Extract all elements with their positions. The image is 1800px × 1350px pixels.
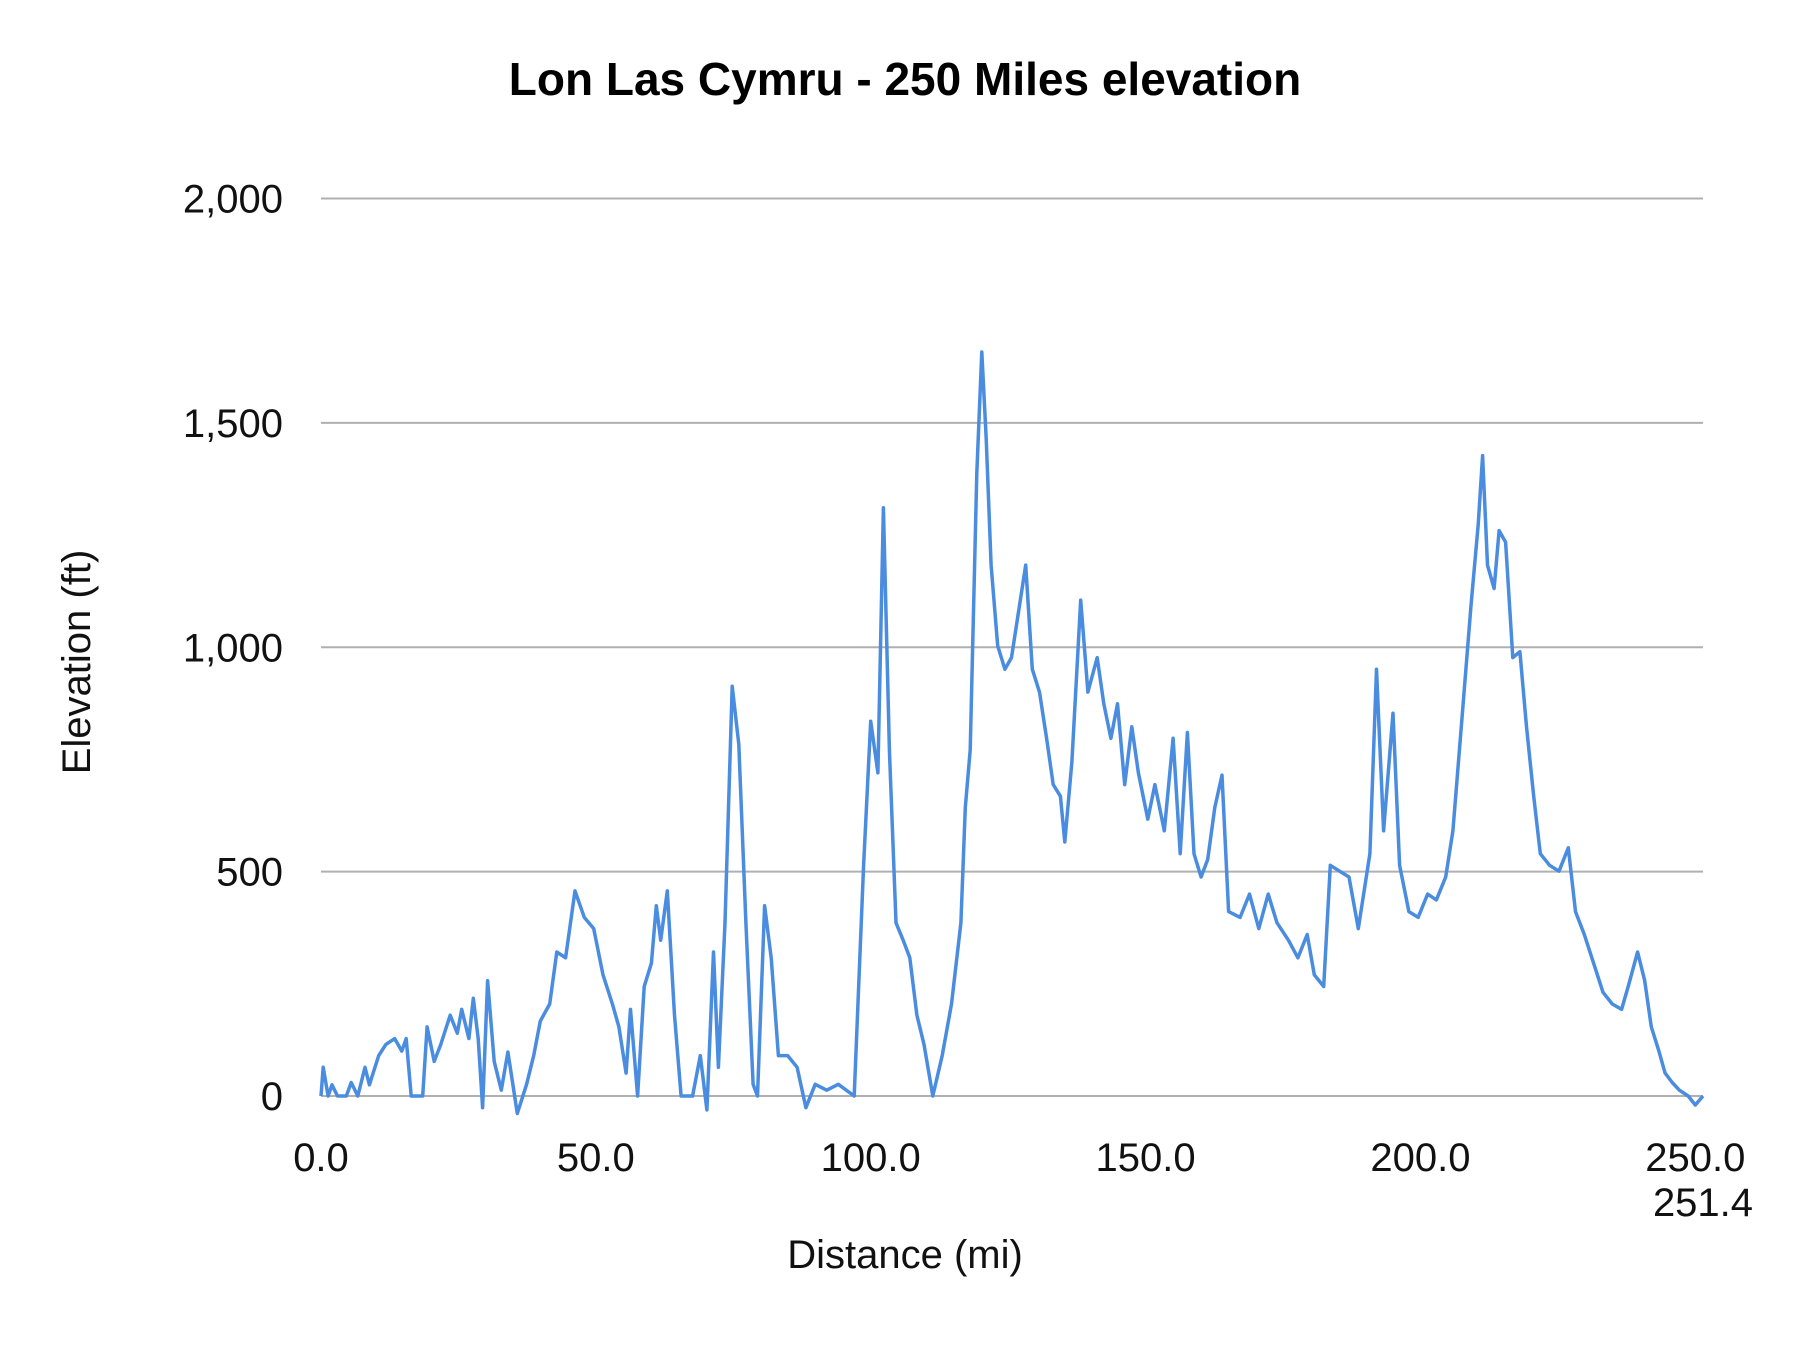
y-axis-label: Elevation (ft) <box>55 550 99 775</box>
x-tick-label: 100.0 <box>821 1136 921 1180</box>
chart-title: Lon Las Cymru - 250 Miles elevation <box>509 53 1301 105</box>
y-tick-label: 1,000 <box>183 626 283 670</box>
y-tick-label: 500 <box>216 851 283 895</box>
x-axis-label: Distance (mi) <box>787 1233 1023 1277</box>
x-tick-label: 0.0 <box>293 1136 349 1180</box>
x-tick-label: 250.0 <box>1645 1136 1745 1180</box>
x-tick-label: 50.0 <box>557 1136 635 1180</box>
x-tick-label: 150.0 <box>1096 1136 1196 1180</box>
y-tick-label: 0 <box>261 1075 283 1119</box>
y-tick-label: 2,000 <box>183 178 283 222</box>
elevation-line <box>319 350 1705 1116</box>
x-tick-label: 251.4 <box>1653 1181 1753 1225</box>
y-tick-label: 1,500 <box>183 402 283 446</box>
y-axis-ticks: 0 500 1,000 1,500 2,000 <box>183 178 283 1120</box>
x-tick-label: 200.0 <box>1370 1136 1470 1180</box>
